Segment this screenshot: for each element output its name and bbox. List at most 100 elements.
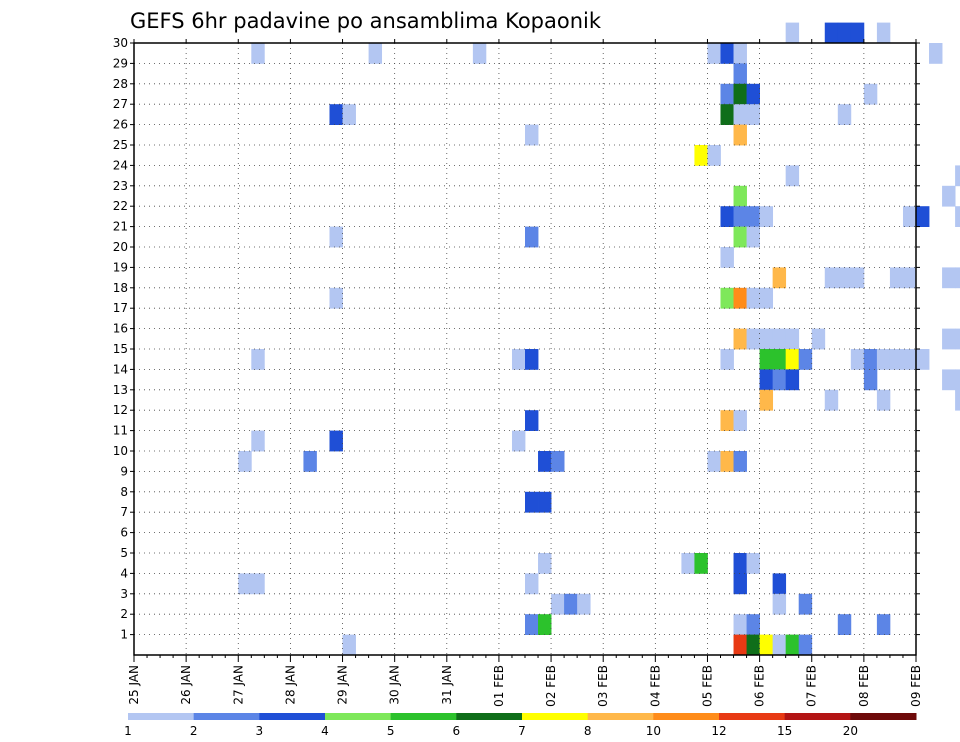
- heatmap-cell: [785, 165, 800, 187]
- heatmap-cell: [876, 22, 891, 44]
- heatmap-cell: [733, 553, 747, 574]
- x-tick-label: 06 FEB: [753, 665, 767, 707]
- heatmap-cell: [772, 328, 787, 350]
- heatmap-cell: [916, 206, 930, 227]
- heatmap-cell: [733, 104, 747, 125]
- heatmap-cell: [798, 593, 813, 615]
- heatmap-cell: [746, 226, 760, 248]
- heatmap-cell: [785, 634, 800, 656]
- colorbar-label: 1: [124, 724, 132, 738]
- heatmap-cell: [720, 349, 734, 370]
- heatmap-cell: [902, 267, 917, 289]
- heatmap-cell: [329, 104, 343, 125]
- heatmap-cell: [238, 451, 252, 472]
- heatmap-cell: [798, 349, 813, 370]
- y-tick-label: 16: [113, 322, 128, 336]
- colorbar-swatch: [784, 713, 851, 720]
- x-tick-label: 30 JAN: [388, 665, 402, 705]
- heatmap-cell: [798, 634, 813, 656]
- heatmap-cell: [876, 614, 891, 635]
- heatmap-cell: [863, 369, 878, 391]
- heatmap-cell: [746, 553, 760, 574]
- heatmap-cell: [525, 349, 539, 370]
- heatmap-cell: [889, 267, 904, 289]
- y-tick-label: 26: [113, 118, 128, 132]
- heatmap-cell: [876, 389, 891, 411]
- heatmap-cell: [733, 614, 747, 635]
- chart-title: GEFS 6hr padavine po ansamblima Kopaonik: [130, 9, 602, 33]
- heatmap-cell: [733, 206, 747, 227]
- y-tick-label: 25: [113, 138, 128, 152]
- y-tick-label: 7: [120, 505, 128, 519]
- x-tick-label: 26 JAN: [179, 665, 193, 705]
- heatmap-cell: [824, 22, 839, 44]
- heatmap-cell: [759, 287, 774, 309]
- heatmap-cell: [772, 267, 787, 289]
- heatmap-cells: [238, 22, 960, 656]
- heatmap-cell: [511, 349, 526, 370]
- heatmap-cell: [759, 328, 774, 350]
- heatmap-cell: [733, 328, 747, 350]
- heatmap-cell: [577, 593, 591, 615]
- x-tick-label: 07 FEB: [805, 665, 819, 707]
- colorbar-label: 15: [777, 724, 792, 738]
- heatmap-cell: [746, 328, 760, 350]
- heatmap-cell: [902, 349, 917, 370]
- heatmap-cell: [955, 389, 960, 411]
- y-tick-label: 15: [113, 342, 128, 356]
- heatmap-cell: [746, 83, 760, 105]
- heatmap-cell: [837, 614, 852, 635]
- colorbar-legend: 1 2 3 4 5 6 7 8 10 12 15 20: [124, 713, 917, 738]
- colorbar-label: 12: [711, 724, 726, 738]
- heatmap-cell: [785, 369, 800, 391]
- heatmap-cell: [733, 83, 747, 105]
- x-tick-label: 25 JAN: [127, 665, 141, 705]
- heatmap-cell: [759, 634, 774, 656]
- heatmap-cell: [955, 165, 960, 187]
- heatmap-cell: [733, 451, 747, 472]
- heatmap-cell: [772, 369, 787, 391]
- heatmap-cell: [850, 267, 865, 289]
- colorbar-swatch: [850, 713, 917, 720]
- y-tick-label: 12: [113, 403, 128, 417]
- heatmap-cell: [525, 491, 539, 513]
- heatmap-cell: [538, 614, 552, 635]
- heatmap-cell: [746, 104, 760, 125]
- heatmap-cell: [837, 267, 852, 289]
- heatmap-cell: [720, 410, 734, 431]
- x-tick-label: 04 FEB: [648, 665, 662, 707]
- colorbar-swatch: [719, 713, 786, 720]
- heatmap-cell: [955, 206, 960, 227]
- y-tick-label: 21: [113, 220, 128, 234]
- heatmap-cell: [759, 369, 774, 391]
- y-tick-label: 23: [113, 179, 128, 193]
- y-tick-label: 1: [120, 628, 128, 642]
- colorbar-swatch: [259, 713, 326, 720]
- heatmap-cell: [720, 206, 734, 227]
- heatmap-cell: [942, 369, 956, 391]
- heatmap-cell: [303, 451, 317, 472]
- heatmap-cell: [772, 593, 787, 615]
- colorbar-label: 5: [387, 724, 395, 738]
- x-tick-label: 29 JAN: [336, 665, 350, 705]
- y-tick-label: 20: [113, 240, 128, 254]
- heatmap-cell: [538, 553, 552, 574]
- x-tick-label: 31 JAN: [440, 665, 454, 705]
- heatmap-cell: [889, 349, 904, 370]
- heatmap-cell: [733, 410, 747, 431]
- heatmap-cell: [251, 349, 265, 370]
- heatmap-cell: [694, 145, 708, 166]
- heatmap-cell: [759, 206, 774, 227]
- y-tick-label: 24: [113, 158, 128, 172]
- heatmap-cell: [811, 328, 826, 350]
- heatmap-cell: [525, 410, 539, 431]
- y-tick-label: 30: [113, 36, 128, 50]
- y-tick-label: 2: [120, 607, 128, 621]
- heatmap-cell: [694, 553, 708, 574]
- heatmap-cell: [837, 104, 852, 125]
- y-tick-label: 18: [113, 281, 128, 295]
- heatmap-cell: [955, 328, 960, 350]
- y-tick-label: 17: [113, 301, 128, 315]
- colorbar-swatch: [325, 713, 392, 720]
- heatmap-cell: [707, 43, 721, 64]
